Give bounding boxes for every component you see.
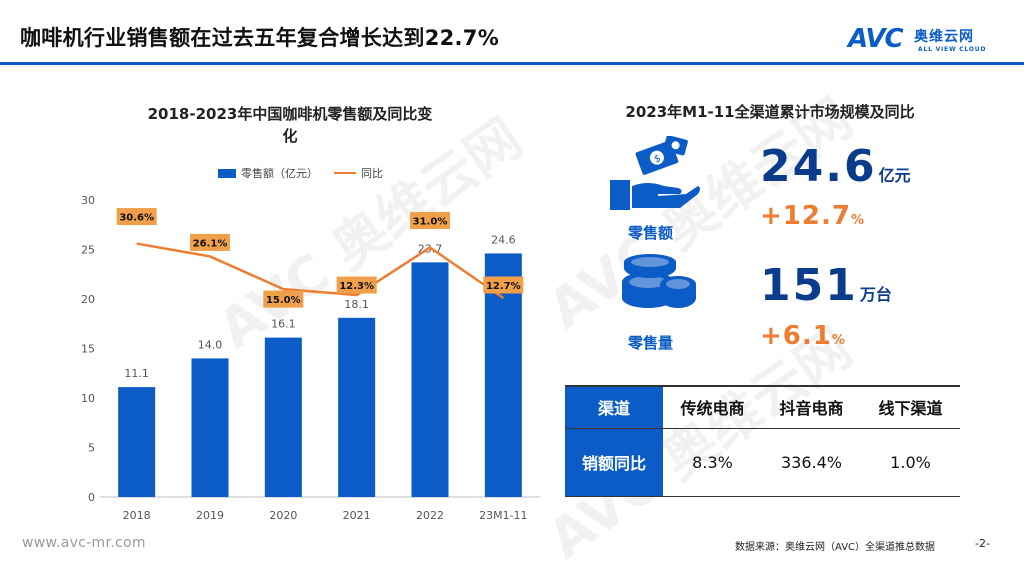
legend-line-swatch xyxy=(334,172,356,174)
bar-value-label: 16.1 xyxy=(271,318,296,331)
growth-row-label: 销额同比 xyxy=(565,428,663,497)
y-tick-label: 10 xyxy=(81,392,95,405)
chart-title-line1: 2018-2023年中国咖啡机零售额及同比变 xyxy=(147,105,433,123)
channel-col-douyin: 抖音电商 xyxy=(762,385,861,429)
page-title: 咖啡机行业销售额在过去五年复合增长达到22.7% xyxy=(20,26,500,50)
growth-traditional: 8.3% xyxy=(663,428,762,497)
title-divider xyxy=(0,62,1024,65)
y-tick-label: 20 xyxy=(81,293,95,306)
sales-amount-value: 24.6 亿元 xyxy=(760,145,911,198)
sales-volume-number: 151 xyxy=(760,260,858,311)
channel-col-traditional: 传统电商 xyxy=(663,385,762,429)
sales-amount-number: 24.6 xyxy=(760,141,877,192)
money-hand-icon: $ xyxy=(608,135,700,216)
bar-value-label: 14.0 xyxy=(198,338,223,351)
x-tick-label: 23M1-11 xyxy=(479,509,527,522)
sales-amount-growth-unit: % xyxy=(850,213,864,228)
sales-amount-growth-number: +12.7 xyxy=(760,201,851,231)
bar xyxy=(484,253,522,497)
bar-value-label: 24.6 xyxy=(491,233,516,246)
chart-legend: 零售额（亿元） 同比 xyxy=(218,166,383,180)
sales-volume-growth-unit: % xyxy=(831,333,845,348)
sales-amount-unit: 亿元 xyxy=(878,166,911,185)
bar-value-label: 18.1 xyxy=(344,298,369,311)
sales-amount-growth: +12.7% xyxy=(760,202,864,235)
bar xyxy=(411,262,449,497)
sales-amount-label: 零售额 xyxy=(628,224,674,242)
legend-bar-label: 零售额（亿元） xyxy=(241,167,318,180)
yoy-label-box xyxy=(116,208,157,226)
sales-volume-growth: +6.1% xyxy=(760,322,845,355)
sales-volume-label: 零售量 xyxy=(628,334,674,352)
yoy-label: 31.0% xyxy=(413,217,448,228)
bar xyxy=(338,317,376,497)
legend-bar-swatch xyxy=(218,168,236,178)
channel-col-offline: 线下渠道 xyxy=(861,385,960,429)
yoy-label-box xyxy=(263,290,304,308)
table-row: 渠道 传统电商 抖音电商 线下渠道 xyxy=(565,385,960,429)
x-tick-label: 2019 xyxy=(196,509,224,522)
sales-volume-growth-number: +6.1 xyxy=(760,321,832,351)
yoy-label-box xyxy=(336,276,377,294)
yoy-label-box xyxy=(410,212,450,230)
channel-table: 渠道 传统电商 抖音电商 线下渠道 销额同比 8.3% 336.4% 1.0% xyxy=(565,385,960,497)
channel-header: 渠道 xyxy=(565,385,663,429)
bar xyxy=(191,358,229,497)
market-title: 2023年M1-11全渠道累计市场规模及同比 xyxy=(625,103,915,121)
y-tick-label: 0 xyxy=(88,491,95,504)
yoy-label: 26.1% xyxy=(193,238,228,249)
yoy-line xyxy=(136,242,505,300)
x-tick-label: 2020 xyxy=(269,509,297,522)
sales-volume-value: 151 万台 xyxy=(760,264,892,317)
y-tick-label: 5 xyxy=(88,442,95,455)
page-number: -2- xyxy=(975,537,990,550)
svg-text:$: $ xyxy=(653,153,663,166)
coins-icon xyxy=(612,254,702,318)
footer-url[interactable]: www.avc-mr.com xyxy=(22,535,146,551)
logo-mark: AVC xyxy=(848,24,904,54)
x-tick-label: 2022 xyxy=(416,509,444,522)
growth-douyin: 336.4% xyxy=(762,428,861,497)
yoy-label: 12.7% xyxy=(486,281,521,292)
avc-logo: AVC 奥维云网 ALL VIEW CLOUD xyxy=(848,24,1008,58)
legend-line-label: 同比 xyxy=(361,167,383,180)
x-tick-label: 2018 xyxy=(123,509,151,522)
yoy-label-box xyxy=(190,233,230,251)
growth-offline: 1.0% xyxy=(861,428,960,497)
chart-title: 2018-2023年中国咖啡机零售额及同比变 化 xyxy=(110,103,470,147)
logo-en: ALL VIEW CLOUD xyxy=(918,46,987,53)
bar-value-label: 11.1 xyxy=(124,367,149,380)
chart-title-line2: 化 xyxy=(282,127,298,145)
sales-volume-unit: 万台 xyxy=(859,285,892,304)
yoy-label-box xyxy=(483,276,524,294)
footer-source: 数据来源：奥维云网（AVC）全渠道推总数据 xyxy=(735,542,936,553)
y-tick-label: 25 xyxy=(81,244,95,257)
bar xyxy=(118,387,156,497)
yoy-label: 12.3% xyxy=(339,281,374,292)
table-row: 销额同比 8.3% 336.4% 1.0% xyxy=(565,428,960,497)
y-tick-label: 30 xyxy=(81,194,95,207)
yoy-label: 15.0% xyxy=(266,295,301,306)
y-tick-label: 15 xyxy=(81,343,95,356)
bar xyxy=(264,337,302,497)
yoy-label: 30.6% xyxy=(119,213,154,224)
x-tick-label: 2021 xyxy=(343,509,371,522)
logo-cn: 奥维云网 xyxy=(914,29,974,45)
